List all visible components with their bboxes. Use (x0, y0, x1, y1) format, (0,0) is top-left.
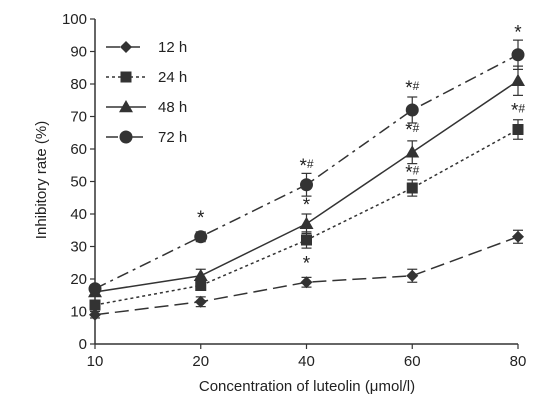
y-tick-label: 100 (62, 11, 87, 28)
legend-marker (120, 71, 132, 83)
significance-mark: *# (405, 120, 419, 141)
significance-mark: *# (405, 78, 419, 99)
legend-label: 24 h (158, 69, 187, 86)
legend-label: 48 h (158, 99, 187, 116)
x-tick-label: 80 (510, 353, 527, 370)
significance-mark: *# (405, 162, 419, 183)
legend-marker (120, 41, 132, 53)
data-point (89, 299, 101, 311)
data-point (194, 230, 208, 244)
x-axis-title: Concentration of luteolin (μmol/l) (199, 378, 415, 395)
data-point (405, 145, 420, 158)
data-point (511, 73, 525, 86)
data-point (89, 308, 101, 321)
y-tick-label: 70 (70, 109, 87, 126)
x-tick-label: 10 (87, 353, 104, 370)
data-point (299, 216, 314, 229)
y-axis-title: Inhibitory rate (%) (33, 121, 50, 239)
significance-mark: * (303, 253, 311, 274)
data-point (406, 269, 419, 282)
y-tick-label: 80 (70, 76, 87, 93)
significance-mark: * (514, 23, 522, 44)
data-point (405, 103, 419, 117)
data-point (88, 282, 102, 296)
data-point (301, 234, 312, 246)
data-point (511, 48, 525, 62)
data-point (194, 295, 207, 308)
significance-mark: *# (299, 156, 313, 177)
data-point (300, 178, 313, 192)
data-point (512, 124, 524, 135)
legend-label: 72 h (158, 129, 187, 146)
legend: 12 h 24 h 48 h 72 h (106, 39, 187, 146)
legend-marker (119, 100, 133, 113)
significance-mark: * (197, 208, 205, 229)
data-point (195, 280, 207, 291)
y-tick-label: 50 (70, 174, 87, 191)
y-tick-label: 10 (70, 304, 87, 321)
x-tick-label: 40 (298, 353, 315, 370)
data-point (406, 182, 418, 194)
series-line (94, 236, 519, 316)
annotations: * * * *# *# *# *# *# * (197, 23, 525, 275)
y-tick-label: 60 (70, 141, 87, 158)
x-tick-label: 20 (192, 353, 209, 370)
y-tick-label: 20 (70, 271, 87, 288)
y-tick-label: 90 (70, 44, 87, 61)
legend-marker (119, 130, 133, 144)
y-tick-label: 0 (79, 336, 87, 353)
markers (88, 48, 525, 321)
legend-label: 12 h (158, 39, 187, 56)
y-tick-label: 30 (70, 239, 87, 256)
data-point (193, 268, 208, 281)
x-tick-label: 60 (404, 353, 421, 370)
significance-mark: * (303, 195, 311, 216)
significance-mark: *# (511, 101, 525, 122)
y-tick-label: 40 (70, 206, 87, 223)
data-point (512, 230, 524, 243)
data-point (300, 276, 313, 289)
